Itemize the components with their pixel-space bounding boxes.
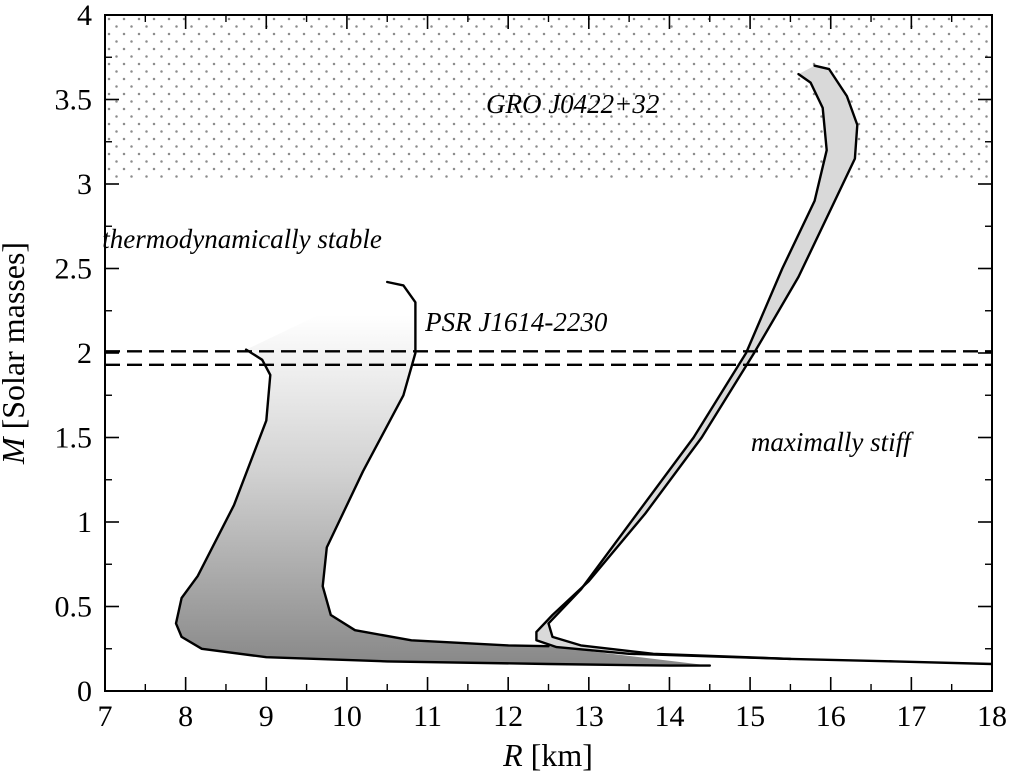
- x-tick-label: 17: [896, 700, 926, 733]
- bands-layer: [174, 64, 992, 667]
- curve-thermodynamically-stable-left-boundary: [174, 348, 711, 667]
- x-tick-label: 10: [332, 700, 362, 733]
- y-tick-label: 1: [77, 506, 92, 539]
- reference-lines-layer: [105, 350, 992, 367]
- x-axis-title: R [km]: [502, 737, 593, 773]
- y-axis-title: M [Solar masses]: [0, 242, 31, 465]
- ticks-layer: [104, 14, 993, 692]
- annotation-maximally-stiff: maximally stiff: [751, 427, 914, 457]
- x-tick-label: 14: [654, 700, 684, 733]
- annotation-psr-j1614-2230: PSR J1614-2230: [424, 307, 608, 337]
- x-tick-label: 16: [816, 700, 846, 733]
- x-tick-label: 12: [493, 700, 523, 733]
- y-tick-label: 0.5: [55, 591, 93, 624]
- x-tick-label: 15: [735, 700, 765, 733]
- annotations-layer: GRO J0422+32 thermodynamically stable PSR …: [102, 89, 914, 457]
- x-tick-label: 18: [977, 700, 1007, 733]
- x-tick-label: 9: [259, 700, 274, 733]
- y-tick-label: 2: [77, 337, 92, 370]
- annotation-thermodynamically-stable: thermodynamically stable: [102, 224, 382, 254]
- x-tick-label: 8: [178, 700, 193, 733]
- y-tick-label: 3.5: [55, 84, 93, 117]
- x-axis-var: R: [502, 737, 523, 773]
- y-tick-labels: 0 0.5 1 1.5 2 2.5 3 3.5 4: [55, 0, 93, 708]
- annotation-gro-j0422-32: GRO J0422+32: [486, 89, 659, 119]
- curve-thermodynamically-stable-right-boundary: [321, 280, 550, 648]
- y-tick-label: 4: [77, 0, 92, 32]
- y-tick-label: 2.5: [55, 253, 93, 286]
- x-tick-label: 13: [574, 700, 604, 733]
- y-axis-var: M: [0, 435, 31, 465]
- y-axis-unit: [Solar masses]: [0, 242, 31, 438]
- x-tick-labels: 7 8 9 10 11 12 13 14 15 16 17 18: [98, 700, 1008, 733]
- curve-maximally-stiff-outer-boundary: [535, 64, 859, 661]
- x-tick-label: 7: [98, 700, 113, 733]
- x-axis-unit: [km]: [523, 737, 593, 773]
- x-tick-label: 11: [413, 700, 442, 733]
- y-tick-label: 0: [77, 675, 92, 708]
- y-tick-label: 3: [77, 168, 92, 201]
- band-fill-thermodynamically-stable: [176, 282, 710, 666]
- y-tick-label: 1.5: [55, 422, 93, 455]
